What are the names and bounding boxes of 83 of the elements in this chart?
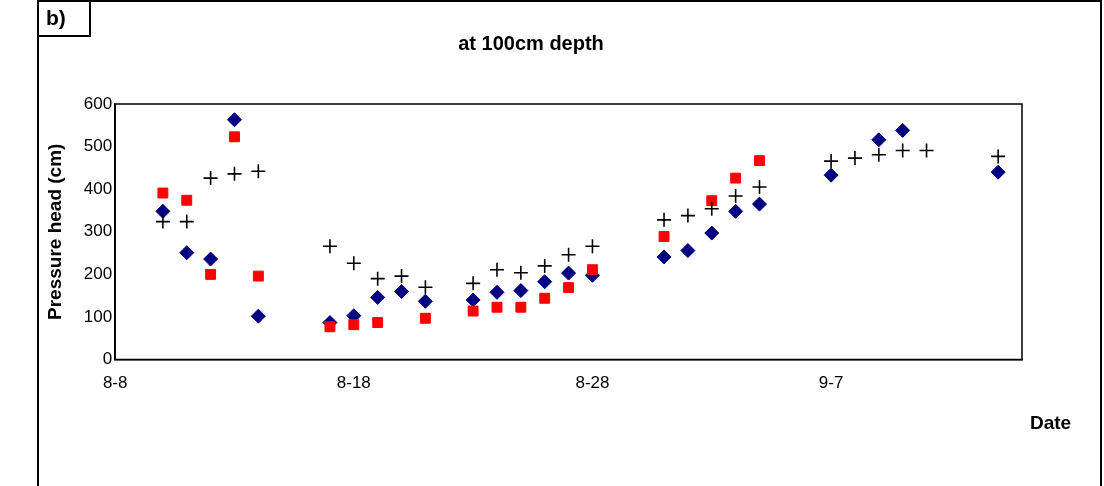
- point: [324, 321, 336, 333]
- point: [656, 249, 672, 265]
- y-tick-label: 600: [83, 93, 113, 113]
- point: [465, 292, 481, 308]
- point: [847, 150, 863, 166]
- point: [372, 317, 384, 328]
- point: [703, 201, 720, 217]
- point: [728, 203, 744, 219]
- point: [727, 188, 744, 204]
- point: [751, 179, 768, 195]
- point: [252, 270, 264, 282]
- point: [179, 245, 195, 261]
- x-axis-title: Date: [1030, 412, 1072, 434]
- point: [370, 289, 386, 305]
- point: [226, 112, 242, 128]
- point: [178, 213, 195, 230]
- point: [560, 247, 577, 263]
- x-tick-label: 9-7: [818, 373, 844, 393]
- point: [656, 212, 672, 228]
- point: [706, 195, 718, 207]
- point: [417, 293, 433, 309]
- point: [229, 131, 240, 143]
- point: [394, 283, 410, 299]
- point: [205, 268, 217, 280]
- point: [990, 148, 1006, 165]
- point: [895, 122, 911, 138]
- point: [203, 251, 219, 267]
- point: [226, 166, 243, 182]
- y-tick-label: 300: [83, 221, 113, 241]
- point: [680, 207, 696, 224]
- point: [417, 279, 434, 295]
- y-tick-label: 200: [83, 264, 113, 284]
- point: [587, 264, 598, 276]
- point: [491, 301, 503, 313]
- text: b): [37, 0, 91, 37]
- point: [465, 275, 481, 292]
- point: [539, 292, 551, 304]
- point: [730, 172, 742, 184]
- point: [155, 213, 171, 230]
- y-tick-label: 100: [83, 306, 113, 326]
- point: [513, 264, 529, 281]
- x-tick-label: 8-8: [102, 373, 128, 393]
- point: [369, 270, 386, 287]
- y-tick-label: 400: [83, 178, 113, 198]
- chart-title: at 100cm depth: [458, 31, 604, 54]
- x-tick-label: 8-28: [575, 373, 610, 393]
- point: [658, 231, 670, 242]
- point: [918, 142, 935, 159]
- point: [752, 196, 767, 212]
- point: [250, 163, 267, 180]
- point: [704, 225, 720, 241]
- point: [871, 132, 887, 148]
- point: [563, 282, 575, 294]
- point: [155, 203, 171, 219]
- point: [250, 308, 266, 324]
- point: [894, 142, 911, 159]
- x-tick-label: 8-18: [336, 373, 371, 393]
- point: [513, 283, 529, 299]
- point: [561, 265, 577, 281]
- point: [348, 319, 360, 331]
- point: [990, 164, 1006, 180]
- point: [823, 167, 839, 183]
- y-tick-label: 500: [83, 136, 113, 156]
- point: [823, 153, 839, 169]
- point: [489, 284, 505, 300]
- point: [584, 238, 601, 255]
- y-axis-title: Pressure head (cm): [43, 143, 65, 320]
- point: [536, 258, 553, 274]
- point: [181, 194, 193, 206]
- point: [489, 261, 505, 278]
- point: [467, 305, 479, 317]
- point: [157, 187, 169, 199]
- point: [393, 268, 410, 284]
- point: [754, 155, 765, 167]
- point: [346, 255, 362, 272]
- point: [515, 301, 527, 313]
- point: [680, 243, 696, 259]
- y-tick-label: 0: [102, 349, 113, 369]
- point: [537, 274, 553, 290]
- point: [871, 146, 887, 163]
- point: [419, 312, 431, 324]
- point: [322, 238, 338, 255]
- point: [202, 170, 219, 186]
